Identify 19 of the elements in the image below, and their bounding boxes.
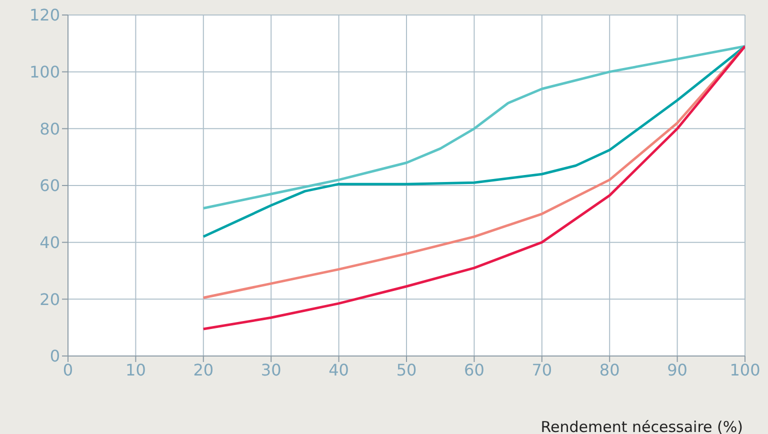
y-tick-label: 100 — [29, 62, 60, 82]
x-tick-label: 80 — [599, 360, 620, 380]
x-tick-label: 20 — [193, 360, 214, 380]
x-tick-label: 40 — [328, 360, 349, 380]
y-tick-label: 20 — [40, 290, 60, 309]
x-tick-label: 70 — [532, 360, 552, 380]
x-tick-label: 30 — [260, 360, 282, 380]
y-tick-label: 80 — [40, 119, 60, 138]
x-tick-label: 10 — [126, 360, 146, 380]
x-tick-label: 90 — [667, 360, 688, 380]
y-tick-label: 40 — [40, 233, 60, 252]
y-tick-label: 60 — [40, 176, 60, 196]
y-tick-label: 120 — [29, 6, 60, 25]
y-tick-label: 0 — [50, 346, 60, 366]
x-axis-title: Rendement nécessaire (%) — [540, 418, 743, 434]
x-tick-label: 60 — [464, 360, 484, 380]
x-tick-label: 100 — [730, 360, 760, 380]
x-tick-label: 50 — [396, 360, 417, 380]
x-tick-label: 0 — [62, 360, 74, 380]
